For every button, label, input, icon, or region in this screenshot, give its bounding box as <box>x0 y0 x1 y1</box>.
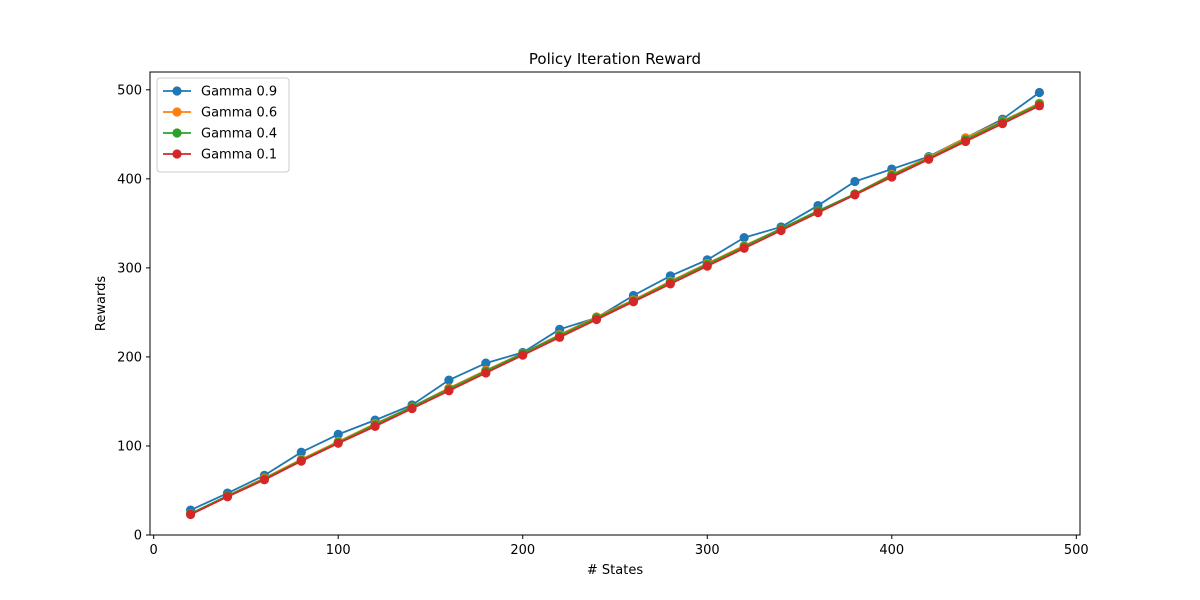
data-point <box>555 332 565 342</box>
data-point <box>887 172 897 182</box>
data-point <box>776 225 786 236</box>
data-point <box>444 375 454 385</box>
legend-box <box>156 77 290 173</box>
data-point <box>1034 87 1045 98</box>
data-point <box>997 119 1008 129</box>
data-point <box>222 492 233 502</box>
y-tick-label: 500 <box>117 83 142 98</box>
data-point <box>259 475 270 485</box>
data-point <box>924 154 934 164</box>
legend-label: Gamma 0.1 <box>201 148 277 163</box>
y-tick-label: 300 <box>117 261 142 276</box>
legend-marker <box>172 107 182 117</box>
data-point <box>628 297 639 307</box>
data-point <box>850 176 860 187</box>
data-point <box>444 386 454 396</box>
series-gamma-0-1 <box>185 101 1045 520</box>
y-tick-label: 0 <box>134 529 142 544</box>
data-point <box>333 438 343 448</box>
data-point <box>370 421 380 431</box>
data-point <box>665 279 675 289</box>
data-point <box>296 456 306 466</box>
legend-item: Gamma 0.4 <box>163 127 277 142</box>
chart-title: Policy Iteration Reward <box>529 50 701 68</box>
data-point <box>1034 101 1045 111</box>
data-point <box>739 243 749 253</box>
x-tick-label: 0 <box>150 543 158 558</box>
axis-ticks: 0 100 200 300 400 500 0 100 200 300 400 500 <box>117 83 1089 558</box>
legend-label: Gamma 0.9 <box>201 85 277 100</box>
x-tick-label: 400 <box>879 543 904 558</box>
legend-item: Gamma 0.9 <box>163 85 277 100</box>
data-point <box>407 403 417 414</box>
legend-item: Gamma 0.1 <box>163 148 277 163</box>
legend-marker <box>172 86 182 96</box>
legend-label: Gamma 0.6 <box>201 106 277 121</box>
legend-marker <box>172 149 182 159</box>
y-tick-label: 200 <box>117 350 142 365</box>
y-axis-title: Rewards <box>94 276 109 331</box>
series-line <box>190 105 1040 516</box>
data-point <box>960 136 971 147</box>
data-point <box>333 429 343 439</box>
legend-label: Gamma 0.4 <box>201 127 277 142</box>
data-point <box>591 314 602 325</box>
plot-frame <box>149 71 1081 536</box>
y-tick-label: 100 <box>117 439 142 454</box>
data-point <box>850 190 860 200</box>
x-tick-label: 500 <box>1064 543 1089 558</box>
legend-marker <box>172 128 182 138</box>
data-point <box>813 208 823 218</box>
data-point <box>739 233 749 243</box>
series-layer <box>185 87 1045 520</box>
series-line <box>190 91 1040 511</box>
legend-item: Gamma 0.6 <box>163 106 277 121</box>
data-point <box>296 447 306 457</box>
x-axis-title: # States <box>587 563 643 578</box>
legend: Gamma 0.9 Gamma 0.6 Gamma 0.4 Gamma 0.1 <box>156 77 290 173</box>
series-gamma-0-9 <box>185 87 1045 515</box>
y-tick-label: 400 <box>117 172 142 187</box>
data-point <box>702 261 712 271</box>
data-point <box>481 368 491 378</box>
data-point <box>481 358 491 368</box>
x-tick-label: 100 <box>326 543 351 558</box>
data-point <box>185 509 196 520</box>
data-point <box>518 350 528 360</box>
x-tick-label: 300 <box>695 543 720 558</box>
x-tick-label: 200 <box>510 543 535 558</box>
